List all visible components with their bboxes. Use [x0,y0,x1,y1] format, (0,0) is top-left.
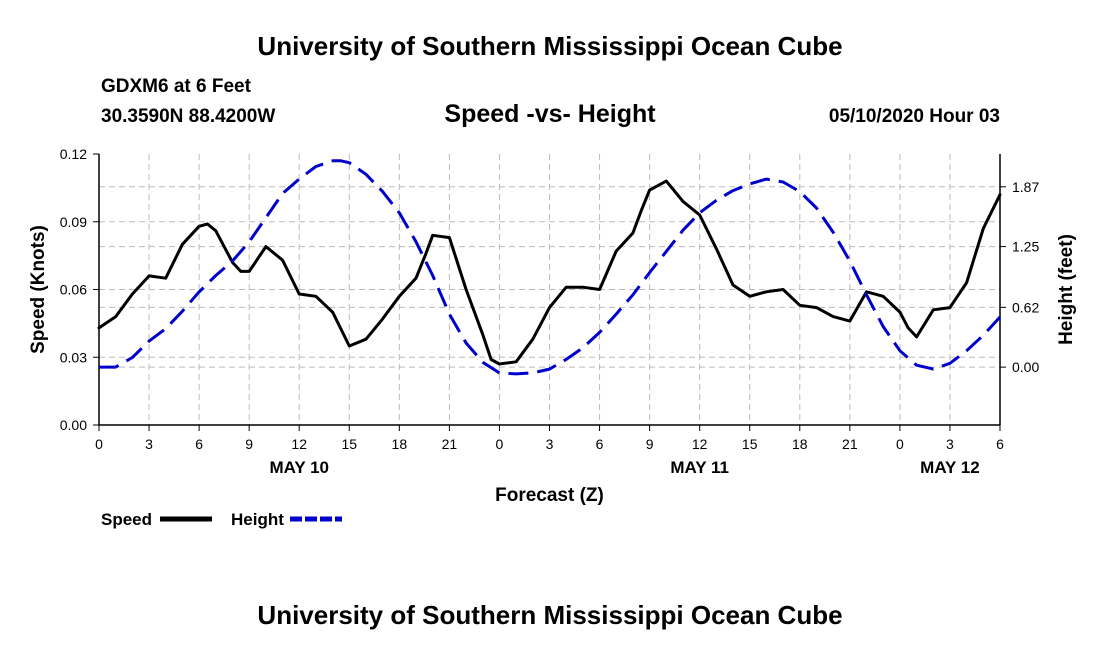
x-tick-label: 18 [392,436,408,452]
x-tick-label: 21 [842,436,858,452]
station-label: GDXM6 at 6 Feet [101,76,251,97]
legend: Speed Height [101,510,342,529]
x-tick-label: 18 [792,436,808,452]
y2-tick-label: 1.87 [1012,179,1039,195]
x-tick-label: 12 [291,436,307,452]
legend-speed-label: Speed [101,510,152,529]
x-tick-label: 0 [896,436,904,452]
axes: 0 3 6 9 12 15 18 21 0 3 6 9 12 15 18 21 0 3 6 MAY 10 MAY 11 M… [28,146,1077,506]
x-tick-label: 12 [692,436,708,452]
height-series-line [99,159,1002,376]
x-tick-label: 6 [596,436,604,452]
series [97,159,1002,376]
y-axis-title: Speed (Knots) [28,225,49,354]
date-label: MAY 12 [920,458,980,477]
y2-axis-title: Height (feet) [1056,234,1077,345]
date-label: MAY 10 [269,458,329,477]
page-title: University of Southern Mississippi Ocean… [257,31,843,61]
legend-height-label: Height [231,510,284,529]
x-tick-label: 9 [646,436,654,452]
x-tick-label: 3 [546,436,554,452]
y2-tick-label: 0.62 [1012,299,1039,315]
y-tick-label: 0.03 [60,349,87,365]
footer-title: University of Southern Mississippi Ocean… [257,600,843,630]
grid [99,154,1000,425]
y-tick-label: 0.12 [60,146,87,162]
x-tick-label: 6 [195,436,203,452]
chart-title: Speed -vs- Height [444,100,656,128]
x-tick-label: 6 [996,436,1004,452]
date-label: MAY 11 [670,458,729,477]
y2-tick-label: 1.25 [1012,239,1039,255]
x-tick-label: 3 [145,436,153,452]
y-tick-label: 0.00 [60,417,87,433]
y2-tick-label: 0.00 [1012,359,1039,375]
y-tick-label: 0.09 [60,214,87,230]
x-tick-label: 0 [496,436,504,452]
x-tick-label: 21 [442,436,458,452]
x-tick-label: 0 [95,436,103,452]
speed-series-line [97,179,1002,366]
coordinates-label: 30.3590N 88.4200W [101,106,276,127]
x-axis-title: Forecast (Z) [495,485,604,506]
x-tick-label: 15 [742,436,758,452]
x-tick-label: 3 [946,436,954,452]
datetime-label: 05/10/2020 Hour 03 [828,106,1000,127]
y-tick-label: 0.06 [60,282,87,298]
x-tick-label: 15 [341,436,357,452]
x-tick-label: 9 [245,436,253,452]
